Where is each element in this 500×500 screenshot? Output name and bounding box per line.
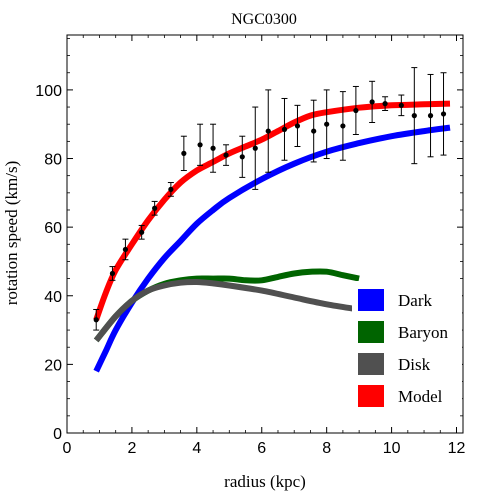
y-axis-label: rotation speed (km/s) bbox=[2, 161, 21, 305]
plot-frame bbox=[66, 34, 464, 434]
x-axis-label: radius (kpc) bbox=[224, 472, 306, 491]
data-point bbox=[311, 128, 317, 134]
series-line-dark bbox=[93, 124, 451, 373]
legend: Dark Baryon Disk Model bbox=[352, 281, 462, 413]
x-tick-label: 0 bbox=[63, 440, 72, 457]
data-point bbox=[252, 145, 258, 151]
data-point bbox=[122, 246, 129, 253]
data-point bbox=[427, 113, 434, 119]
data-point bbox=[181, 150, 187, 156]
data-point bbox=[411, 113, 417, 119]
legend-label-dark: Dark bbox=[398, 291, 432, 310]
data-point bbox=[239, 154, 245, 160]
data-points bbox=[93, 99, 447, 323]
y-tick-label: 100 bbox=[35, 83, 62, 100]
data-point bbox=[382, 101, 388, 107]
data-point bbox=[324, 121, 330, 127]
data-point bbox=[281, 126, 288, 132]
legend-label-disk: Disk bbox=[398, 355, 431, 374]
data-point bbox=[152, 205, 158, 211]
x-tick-label: 8 bbox=[322, 440, 331, 457]
data-point bbox=[440, 111, 447, 117]
data-point bbox=[197, 142, 203, 148]
legend-label-model: Model bbox=[398, 387, 443, 406]
x-axis-ticks: 0 2 4 6 8 10 12 bbox=[63, 35, 466, 457]
legend-swatch-model bbox=[358, 385, 384, 407]
legend-label-baryon: Baryon bbox=[398, 323, 449, 342]
data-point bbox=[139, 229, 145, 235]
y-tick-label: 80 bbox=[44, 152, 62, 169]
legend-swatch-baryon bbox=[358, 321, 384, 343]
data-point bbox=[168, 186, 174, 192]
data-point bbox=[398, 102, 404, 108]
chart-title: NGC0300 bbox=[231, 11, 297, 28]
legend-swatch-disk bbox=[358, 353, 384, 375]
y-tick-label: 40 bbox=[44, 289, 62, 306]
x-tick-label: 6 bbox=[257, 440, 266, 457]
y-tick-label: 60 bbox=[44, 220, 62, 237]
data-point bbox=[265, 128, 271, 134]
y-axis-ticks: 0 20 40 60 80 100 bbox=[35, 38, 463, 443]
data-point bbox=[109, 270, 116, 277]
data-point bbox=[223, 152, 229, 158]
x-tick-label: 2 bbox=[127, 440, 136, 457]
x-tick-label: 10 bbox=[383, 440, 401, 457]
data-point bbox=[210, 145, 216, 151]
data-point bbox=[340, 123, 346, 129]
y-tick-label: 20 bbox=[44, 357, 62, 374]
data-point bbox=[294, 123, 301, 129]
x-tick-label: 4 bbox=[192, 440, 201, 457]
data-point bbox=[353, 107, 359, 114]
y-tick-label: 0 bbox=[53, 426, 62, 443]
data-point bbox=[369, 99, 375, 105]
x-tick-label: 12 bbox=[448, 440, 466, 457]
data-point bbox=[93, 317, 99, 323]
legend-swatch-dark bbox=[358, 289, 384, 311]
